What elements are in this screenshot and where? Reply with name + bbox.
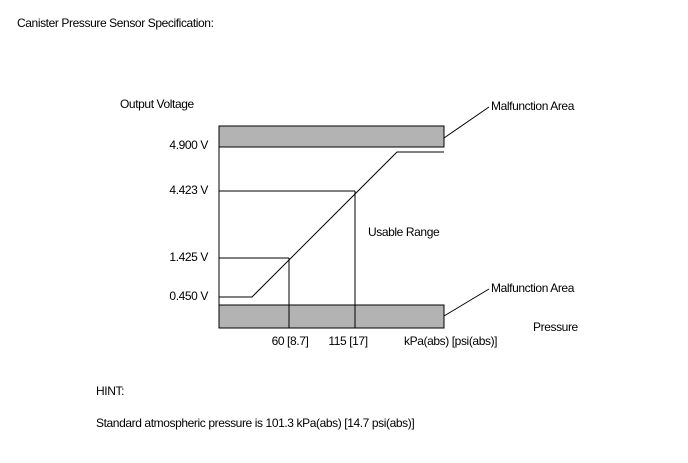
output-curve bbox=[219, 151, 444, 298]
leader-line bbox=[443, 106, 490, 139]
leader-line bbox=[443, 288, 490, 317]
malfunction-band-top bbox=[218, 125, 445, 148]
x-label: 60 [8.7] bbox=[272, 334, 309, 348]
x-label: 115 [17] bbox=[328, 334, 367, 348]
hint-label: HINT: bbox=[96, 384, 124, 398]
y-axis-label: Output Voltage bbox=[120, 97, 195, 111]
malfunction-band-bottom bbox=[218, 304, 445, 329]
y-label: 4.900 V bbox=[169, 138, 208, 152]
x-axis-label: Pressure bbox=[533, 320, 579, 334]
title: Canister Pressure Sensor Specification: bbox=[17, 16, 214, 30]
x-unit: kPa(abs) [psi(abs)] bbox=[404, 334, 497, 348]
malfunction-label: Malfunction Area bbox=[491, 281, 575, 295]
hint-text: Standard atmospheric pressure is 101.3 k… bbox=[96, 416, 414, 430]
usable-range-label: Usable Range bbox=[368, 225, 440, 239]
y-label: 0.450 V bbox=[169, 289, 208, 303]
malfunction-label: Malfunction Area bbox=[491, 99, 575, 113]
y-label: 4.423 V bbox=[169, 183, 208, 197]
y-label: 1.425 V bbox=[169, 250, 208, 264]
